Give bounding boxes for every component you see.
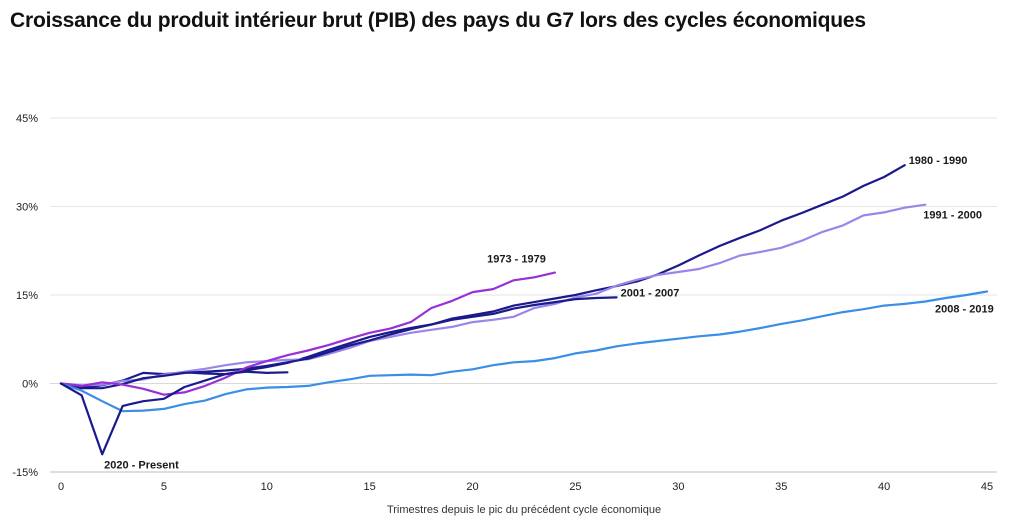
x-tick-label: 15 (364, 481, 376, 493)
x-tick-label: 0 (58, 481, 64, 493)
x-tick-label: 30 (672, 481, 684, 493)
y-tick-label: 45% (16, 113, 38, 125)
x-tick-label: 45 (981, 481, 993, 493)
grid-lines (50, 117, 997, 473)
y-tick-label: 30% (16, 202, 38, 214)
series-lines (59, 164, 989, 456)
x-tick-label: 35 (775, 481, 787, 493)
series-line-1973-1979 (59, 271, 557, 396)
series-label-2001-2007: 2001 - 2007 (621, 287, 680, 299)
y-tick-label: 15% (16, 290, 38, 302)
series-label-2008-2019: 2008 - 2019 (935, 303, 994, 315)
x-axis-ticks: 0 5 10 15 20 25 30 35 40 45 (58, 481, 993, 493)
y-axis-ticks: -15% 0% 15% 30% 45% (12, 113, 38, 479)
x-tick-label: 25 (569, 481, 581, 493)
series-labels: 1980 - 1990 1991 - 2000 2001 - 2007 1973 - … (104, 155, 994, 471)
x-tick-label: 10 (261, 481, 273, 493)
x-tick-label: 20 (466, 481, 478, 493)
y-tick-label: 0% (22, 379, 38, 391)
x-axis-label: Trimestres depuis le pic du précédent cy… (387, 504, 661, 516)
series-line-2020-present (59, 370, 289, 456)
x-tick-label: 5 (161, 481, 167, 493)
series-label-1973-1979: 1973 - 1979 (487, 254, 546, 266)
series-label-2020-present: 2020 - Present (104, 459, 179, 471)
y-tick-label: -15% (12, 467, 38, 479)
series-line-2008-2019 (59, 290, 989, 413)
series-label-1980-1990: 1980 - 1990 (909, 155, 968, 167)
x-tick-label: 40 (878, 481, 890, 493)
series-line-1991-2000 (59, 203, 927, 387)
series-line-2001-2007 (59, 296, 618, 390)
chart-title: Croissance du produit intérieur brut (PI… (10, 9, 866, 32)
series-label-1991-2000: 1991 - 2000 (923, 210, 982, 222)
series-line-1980-1990 (59, 164, 906, 389)
